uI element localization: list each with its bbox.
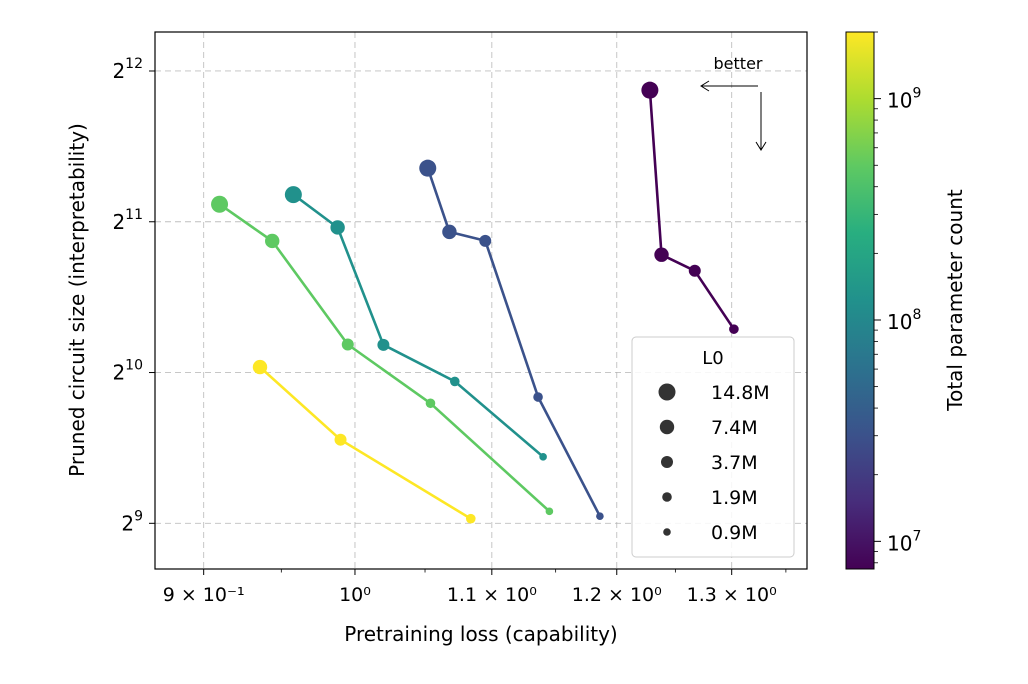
legend-marker bbox=[659, 419, 675, 435]
legend: L0 14.8M 7.4M 3.7M 1.9M 0.9M bbox=[631, 336, 795, 558]
x-tick-label: 9 × 10⁻¹ bbox=[163, 584, 245, 606]
x-axis-label: Pretraining loss (capability) bbox=[344, 622, 617, 646]
data-point bbox=[641, 81, 659, 99]
y-axis-ticks: 29 210 211 212 bbox=[112, 56, 155, 535]
x-tick-label: 10⁰ bbox=[339, 584, 371, 606]
data-point bbox=[533, 392, 543, 402]
data-point bbox=[377, 338, 390, 351]
data-point bbox=[284, 186, 302, 204]
y-axis-label: Pruned circuit size (interpretability) bbox=[65, 123, 89, 477]
series-model-2 bbox=[419, 159, 604, 521]
y-tick-label: 29 bbox=[121, 508, 143, 535]
y-tick-label: 212 bbox=[112, 56, 143, 83]
legend-label: 14.8M bbox=[711, 382, 770, 404]
annotation-text: better bbox=[714, 54, 763, 73]
series-line bbox=[259, 366, 472, 520]
x-tick-label: 1.1 × 10⁰ bbox=[447, 584, 537, 606]
series-model-5 bbox=[252, 359, 476, 524]
data-point bbox=[419, 159, 437, 177]
series-model-3 bbox=[284, 186, 547, 461]
data-point bbox=[545, 507, 554, 516]
data-point bbox=[265, 233, 280, 249]
legend-marker bbox=[662, 492, 672, 502]
colorbar-gradient bbox=[845, 31, 875, 570]
series-lines bbox=[211, 81, 739, 524]
x-tick-label: 1.3 × 10⁰ bbox=[687, 584, 777, 606]
legend-marker bbox=[661, 456, 673, 468]
data-point bbox=[449, 376, 460, 387]
data-point bbox=[330, 220, 345, 235]
x-tick-label: 1.2 × 10⁰ bbox=[572, 584, 662, 606]
arrow-left-head bbox=[700, 80, 710, 92]
data-point bbox=[688, 264, 701, 277]
series-model-1 bbox=[641, 81, 739, 334]
data-point bbox=[341, 338, 354, 351]
y-tick-label: 210 bbox=[112, 358, 143, 385]
data-point bbox=[442, 224, 457, 240]
series-model-4 bbox=[211, 195, 554, 516]
data-point bbox=[211, 195, 229, 213]
colorbar-tick-label: 109 bbox=[887, 86, 921, 113]
series-line bbox=[426, 167, 602, 517]
plot-frame bbox=[154, 31, 808, 570]
colorbar-label: Total parameter count bbox=[943, 189, 967, 412]
data-point bbox=[654, 247, 669, 262]
data-point bbox=[729, 324, 739, 334]
legend-label: 7.4M bbox=[711, 417, 758, 439]
better-annotation: better bbox=[700, 54, 767, 151]
colorbar-tick-label: 107 bbox=[887, 528, 921, 555]
data-point bbox=[539, 453, 547, 461]
series-line bbox=[648, 90, 735, 330]
data-point bbox=[596, 512, 604, 521]
x-axis-ticks: 9 × 10⁻¹ 10⁰ 1.1 × 10⁰ 1.2 × 10⁰ 1.3 × 10⁰ bbox=[163, 569, 787, 606]
y-tick-label: 211 bbox=[112, 207, 143, 234]
series-line bbox=[292, 193, 544, 458]
legend-label: 1.9M bbox=[711, 487, 758, 509]
data-point bbox=[465, 513, 476, 524]
data-point bbox=[425, 398, 436, 409]
legend-marker bbox=[658, 383, 676, 401]
legend-label: 0.9M bbox=[711, 522, 758, 544]
colorbar-tick-label: 108 bbox=[887, 307, 921, 334]
data-point bbox=[479, 234, 492, 247]
colorbar: 107 108 109 Total parameter count bbox=[845, 31, 967, 570]
legend-label: 3.7M bbox=[711, 452, 758, 474]
data-point bbox=[252, 359, 268, 375]
data-point bbox=[334, 433, 347, 446]
arrow-down-head bbox=[755, 141, 767, 151]
legend-marker bbox=[663, 528, 671, 536]
legend-title: L0 bbox=[702, 348, 723, 369]
